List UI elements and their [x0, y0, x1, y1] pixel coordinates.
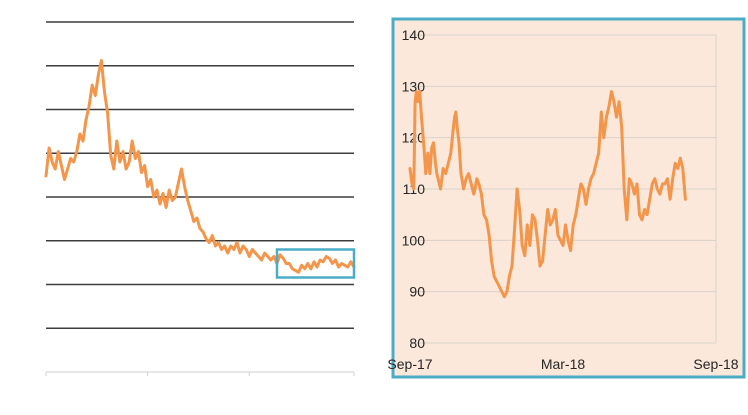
zoom-y-tick-label: 130	[402, 78, 426, 94]
zoom-y-tick-label: 100	[402, 232, 426, 248]
overview-series-line	[44, 59, 356, 274]
zoom-y-tick-label: 90	[409, 284, 425, 300]
zoom-region-highlight	[275, 248, 356, 279]
zoom-x-tick-labels: Sep-17 Mar-18 Sep-18	[387, 356, 738, 372]
zoom-panel-background	[391, 17, 746, 379]
zoom-series-line	[408, 90, 687, 299]
overview-line-chart	[44, 21, 356, 376]
zoom-x-tick-label: Sep-18	[693, 356, 738, 372]
overview-gridlines	[45, 21, 355, 376]
zoom-y-tick-label: 140	[402, 27, 426, 43]
zoom-y-tick-label: 80	[409, 335, 425, 351]
zoom-gridlines	[410, 34, 717, 344]
zoom-x-tick-label: Mar-18	[541, 356, 586, 372]
zoom-x-tick-label: Sep-17	[387, 356, 432, 372]
